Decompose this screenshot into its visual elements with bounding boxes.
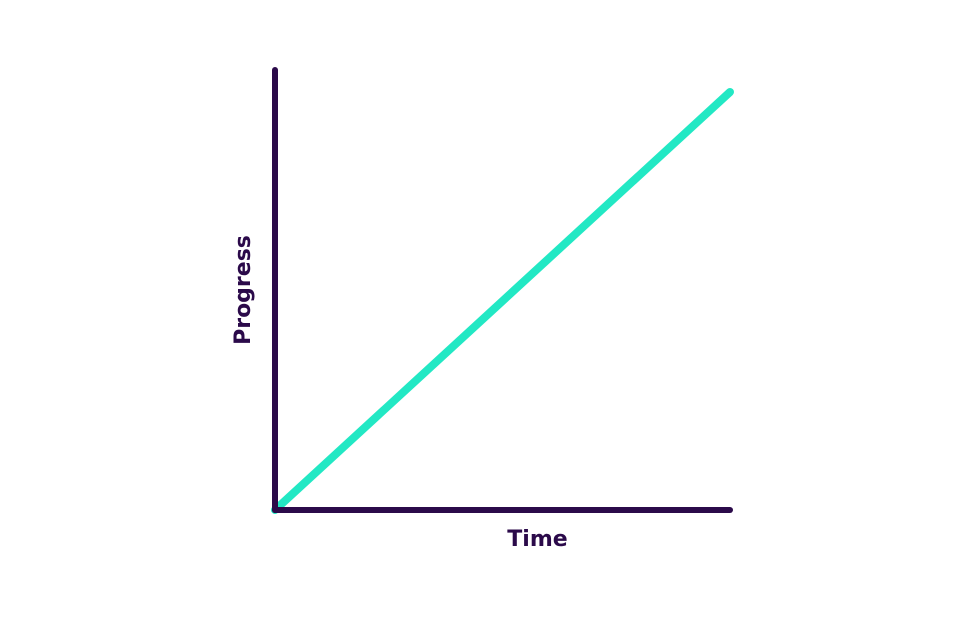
y-axis-label: Progress — [231, 235, 256, 345]
x-axis-label: Time — [507, 527, 567, 552]
series-line-1 — [271, 88, 734, 514]
series-layer — [271, 88, 734, 514]
